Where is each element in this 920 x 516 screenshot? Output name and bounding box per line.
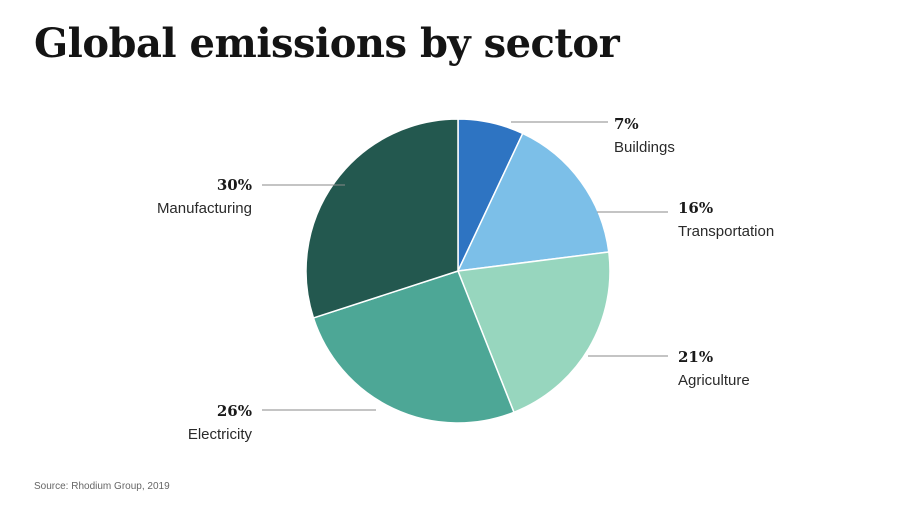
chart-title: Global emissions by sector — [34, 20, 620, 67]
data-label-category-manufacturing: Manufacturing — [157, 200, 252, 217]
data-label-percent-agriculture: 21% — [678, 348, 713, 366]
data-label-category-electricity: Electricity — [188, 426, 253, 443]
data-label-percent-buildings: 7% — [614, 115, 639, 133]
data-label-percent-electricity: 26% — [217, 402, 252, 420]
pie-slice-agriculture — [456, 251, 611, 414]
data-label-percent-transportation: 16% — [678, 199, 713, 217]
data-label-category-agriculture: Agriculture — [678, 372, 750, 389]
data-label-category-transportation: Transportation — [678, 223, 774, 240]
data-label-percent-manufacturing: 30% — [217, 176, 252, 194]
source-note: Source: Rhodium Group, 2019 — [34, 481, 170, 492]
pie-slice-transportation — [456, 132, 610, 272]
pie-slice-manufacturing — [305, 118, 459, 319]
data-label-category-buildings: Buildings — [614, 139, 675, 156]
pie-slice-electricity — [312, 270, 515, 424]
